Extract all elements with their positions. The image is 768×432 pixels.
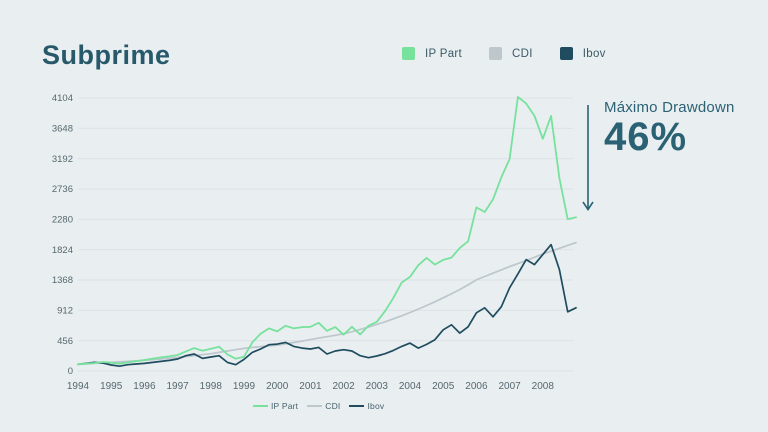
legend-label-ibov: Ibov <box>582 47 606 60</box>
legend-swatch-ip-part <box>402 47 415 60</box>
y-axis-tick-456: 456 <box>57 336 73 347</box>
x-axis-tick-2005: 2005 <box>432 381 455 392</box>
legend-bottom-item-ibov: Ibov <box>349 401 384 411</box>
x-axis-tick-2004: 2004 <box>399 381 422 392</box>
x-axis-tick-2001: 2001 <box>299 381 322 392</box>
legend-item-ibov: Ibov <box>559 47 606 60</box>
x-axis-tick-1999: 1999 <box>233 381 256 392</box>
x-axis-tick-2008: 2008 <box>532 381 555 392</box>
series-line-ip-part <box>77 96 577 366</box>
drawdown-label: Máximo Drawdown <box>604 99 735 116</box>
legend-label-cdi: CDI <box>512 47 533 60</box>
x-axis-tick-2003: 2003 <box>366 381 389 392</box>
legend-line-cdi <box>307 405 323 407</box>
legend-bottom-label-ip-part: IP Part <box>271 401 299 411</box>
legend-bottom-label-cdi: CDI <box>325 401 341 411</box>
legend-bottom-label-ibov: Ibov <box>367 401 385 411</box>
drawdown-arrow-icon <box>580 100 596 220</box>
y-axis-tick-1368: 1368 <box>52 275 73 286</box>
y-axis-tick-0: 0 <box>68 366 73 377</box>
legend-item-ip-part: IP Part <box>402 47 462 60</box>
legend-item-cdi: CDI <box>489 47 533 60</box>
legend-label-ip-part: IP Part <box>425 47 463 60</box>
drawdown-annotation: Máximo Drawdown 46% <box>604 99 735 158</box>
x-axis-tick-2000: 2000 <box>266 381 289 392</box>
x-axis-tick-2002: 2002 <box>332 381 355 392</box>
legend-bottom: IP Part CDI Ibov <box>253 401 384 411</box>
y-axis-tick-3648: 3648 <box>52 124 73 135</box>
x-axis-tick-1994: 1994 <box>67 381 90 392</box>
legend-bottom-item-ip-part: IP Part <box>253 401 298 411</box>
legend-bottom-item-cdi: CDI <box>307 401 340 411</box>
legend-top: IP Part CDI Ibov <box>402 47 606 60</box>
x-axis-tick-1995: 1995 <box>100 381 123 392</box>
legend-swatch-cdi <box>489 47 503 60</box>
y-axis-tick-4104: 4104 <box>52 93 73 104</box>
x-axis-tick-1998: 1998 <box>200 381 223 392</box>
x-axis-tick-2006: 2006 <box>465 381 488 392</box>
slide-title: Subprime <box>42 40 171 70</box>
series-line-ibov <box>77 243 577 368</box>
legend-line-ip-part <box>253 405 268 407</box>
drawdown-value: 46% <box>604 115 688 159</box>
x-axis-tick-1997: 1997 <box>166 381 189 392</box>
x-axis-tick-2007: 2007 <box>498 381 521 392</box>
x-axis-tick-1996: 1996 <box>133 381 156 392</box>
y-axis-tick-912: 912 <box>57 306 73 317</box>
y-axis-tick-2280: 2280 <box>52 215 73 226</box>
legend-line-ibov <box>349 405 365 407</box>
y-axis-tick-2736: 2736 <box>52 184 73 195</box>
legend-swatch-ibov <box>559 47 573 60</box>
series-line-cdi <box>77 241 577 366</box>
y-axis-tick-3192: 3192 <box>52 154 73 165</box>
y-axis-tick-1824: 1824 <box>52 245 73 256</box>
